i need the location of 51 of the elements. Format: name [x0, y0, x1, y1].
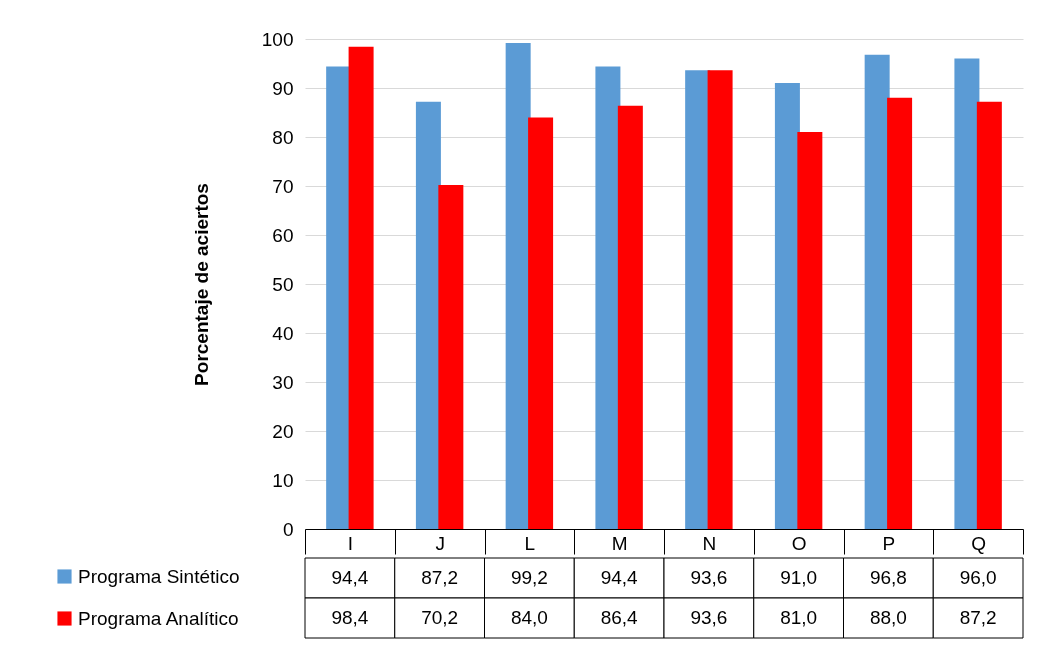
bar: [685, 70, 711, 529]
data-label: 87,2: [421, 567, 459, 588]
bar: [976, 101, 1002, 529]
y-tick-label: 70: [272, 175, 294, 197]
data-label: 93,6: [690, 607, 728, 628]
data-label: 84,0: [510, 607, 548, 628]
y-tick-label: 40: [272, 322, 294, 344]
bar: [528, 117, 554, 529]
bar: [438, 185, 464, 529]
y-tick-label: 30: [272, 371, 294, 393]
data-label: 96,0: [959, 567, 997, 588]
data-label: 87,2: [959, 607, 997, 628]
y-tick-label: 0: [282, 518, 294, 540]
y-tick-label: 80: [272, 126, 294, 148]
data-label: 88,0: [869, 607, 907, 628]
bar: [326, 66, 352, 529]
y-tick-label: 10: [272, 469, 294, 491]
y-tick-label: 20: [272, 420, 294, 442]
data-label: 70,2: [421, 607, 459, 628]
y-tick-label: 90: [272, 77, 294, 99]
x-tick-label: Q: [971, 532, 987, 554]
data-label: 91,0: [780, 567, 818, 588]
legend-label: Programa Analítico: [78, 607, 239, 629]
y-axis-title: Porcentaje de aciertos: [190, 183, 212, 386]
x-tick-label: J: [435, 532, 445, 554]
legend-label: Programa Sintético: [78, 565, 240, 587]
y-tick-label: 50: [272, 273, 294, 295]
x-tick-label: M: [611, 532, 628, 554]
bar: [595, 66, 621, 529]
data-label: 98,4: [331, 607, 369, 628]
y-tick-label: 60: [272, 224, 294, 246]
bar: [887, 97, 913, 529]
data-label: 99,2: [510, 567, 548, 588]
data-label: 94,4: [600, 567, 639, 588]
y-tick-label: 100: [261, 28, 294, 50]
data-label: 94,4: [331, 567, 369, 588]
x-tick-label: L: [524, 532, 536, 554]
data-label: 86,4: [600, 607, 639, 628]
bar: [617, 105, 643, 529]
bar: [415, 101, 441, 529]
bar: [954, 58, 980, 529]
x-tick-label: P: [882, 532, 896, 554]
x-tick-label: O: [791, 532, 807, 554]
data-label: 93,6: [690, 567, 728, 588]
bar: [707, 70, 733, 529]
data-label: 81,0: [780, 607, 818, 628]
bar: [797, 132, 823, 529]
bar: [348, 46, 374, 529]
data-label: 96,8: [869, 567, 907, 588]
x-tick-label: N: [702, 532, 717, 554]
x-tick-label: I: [347, 532, 354, 554]
